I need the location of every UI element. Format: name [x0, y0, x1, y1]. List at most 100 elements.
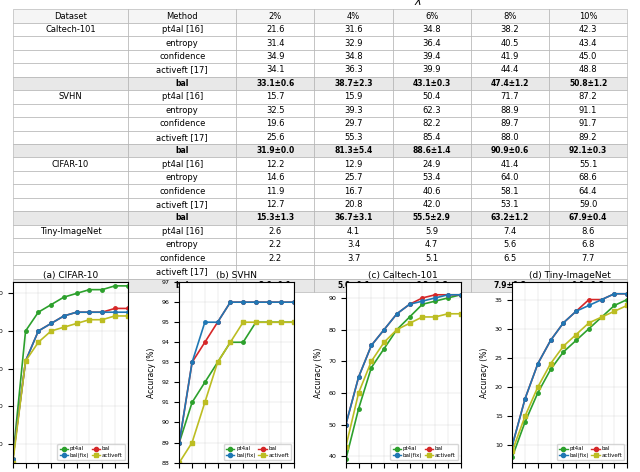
bal(fix) [509, 442, 516, 448]
bal(fix) [380, 327, 388, 332]
activeft [124, 313, 131, 319]
Line: activeft: activeft [177, 320, 296, 464]
bal [534, 361, 541, 366]
activeft [406, 320, 413, 326]
activeft [534, 384, 541, 390]
Line: bal(fix): bal(fix) [11, 311, 129, 461]
pt4al [585, 326, 593, 331]
Legend: pt4al, bal(fix), bal, activeft: pt4al, bal(fix), bal, activeft [58, 444, 125, 460]
pt4al [598, 314, 605, 320]
bal [111, 305, 119, 311]
activeft [611, 308, 618, 314]
bal(fix) [252, 299, 260, 305]
bal [342, 422, 349, 428]
pt4al [73, 291, 81, 296]
Line: bal: bal [11, 307, 129, 461]
activeft [60, 324, 68, 330]
Title: (b) SVHN: (b) SVHN [216, 271, 257, 280]
bal [188, 360, 196, 365]
pt4al [380, 346, 388, 352]
bal(fix) [124, 309, 131, 315]
activeft [444, 311, 452, 317]
bal [35, 328, 42, 334]
pt4al [60, 295, 68, 300]
Line: activeft: activeft [511, 303, 629, 453]
bal [419, 295, 426, 301]
pt4al [559, 349, 567, 355]
activeft [239, 320, 247, 325]
bal [623, 291, 631, 296]
activeft [509, 448, 516, 454]
bal [265, 299, 273, 305]
Title: (a) CIFAR-10: (a) CIFAR-10 [43, 271, 98, 280]
Legend: pt4al, bal(fix), bal, activeft: pt4al, bal(fix), bal, activeft [390, 444, 458, 460]
activeft [559, 343, 567, 349]
bal [444, 292, 452, 298]
activeft [393, 327, 401, 332]
bal [572, 308, 580, 314]
bal(fix) [239, 299, 247, 305]
pt4al [367, 365, 375, 371]
Line: pt4al: pt4al [11, 284, 129, 461]
bal(fix) [291, 299, 298, 305]
pt4al [611, 303, 618, 308]
bal [124, 305, 131, 311]
activeft [188, 440, 196, 446]
Line: pt4al: pt4al [511, 298, 629, 458]
bal(fix) [406, 302, 413, 307]
activeft [99, 317, 106, 322]
pt4al [623, 297, 631, 303]
pt4al [509, 454, 516, 460]
Legend: pt4al, bal(fix), bal, activeft: pt4al, bal(fix), bal, activeft [224, 444, 291, 460]
pt4al [521, 419, 529, 425]
bal [509, 442, 516, 448]
pt4al [175, 440, 183, 446]
Line: activeft: activeft [11, 314, 129, 464]
Text: $\lambda$: $\lambda$ [414, 0, 422, 7]
activeft [201, 400, 209, 405]
bal [367, 343, 375, 348]
bal(fix) [572, 308, 580, 314]
bal [431, 292, 439, 298]
activeft [457, 311, 465, 317]
pt4al [86, 287, 93, 293]
bal(fix) [611, 291, 618, 296]
pt4al [547, 367, 554, 372]
bal [86, 309, 93, 315]
bal [47, 320, 55, 326]
bal(fix) [393, 311, 401, 317]
activeft [291, 320, 298, 325]
Title: (c) Caltech-101: (c) Caltech-101 [369, 271, 438, 280]
pt4al [419, 302, 426, 307]
bal(fix) [99, 309, 106, 315]
pt4al [201, 379, 209, 385]
activeft [585, 320, 593, 326]
bal(fix) [623, 291, 631, 296]
pt4al [406, 314, 413, 320]
bal(fix) [86, 309, 93, 315]
bal [278, 299, 285, 305]
bal(fix) [598, 297, 605, 303]
bal [355, 374, 362, 380]
Line: activeft: activeft [344, 312, 463, 448]
Line: bal: bal [177, 301, 296, 444]
pt4al [291, 320, 298, 325]
pt4al [214, 360, 221, 365]
pt4al [252, 320, 260, 325]
activeft [278, 320, 285, 325]
bal [380, 327, 388, 332]
bal [201, 339, 209, 345]
pt4al [355, 406, 362, 412]
pt4al [227, 339, 234, 345]
Line: bal: bal [344, 293, 463, 426]
activeft [265, 320, 273, 325]
bal [521, 396, 529, 401]
pt4al [278, 320, 285, 325]
bal(fix) [585, 303, 593, 308]
bal(fix) [367, 343, 375, 348]
bal [227, 299, 234, 305]
activeft [35, 339, 42, 345]
bal [22, 358, 29, 364]
bal(fix) [355, 374, 362, 380]
bal(fix) [534, 361, 541, 366]
